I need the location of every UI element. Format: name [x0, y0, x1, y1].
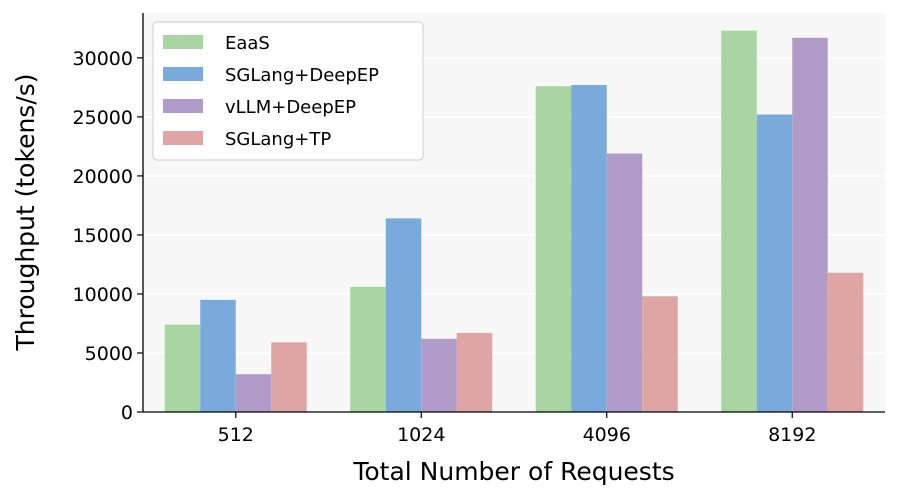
bar-vllm-deepep-1024: [421, 338, 457, 412]
bar-vllm-deepep-512: [235, 374, 272, 412]
legend-swatch: [163, 67, 203, 81]
legend-label: EaaS: [225, 33, 270, 54]
x-axis-label: Total Number of Requests: [352, 457, 674, 486]
bar-eaas-8192: [721, 30, 757, 413]
x-ticks: 512 1024 4096 8192: [218, 412, 816, 446]
bar-vllm-deepep-8192: [792, 37, 828, 412]
x-tick-label: 4096: [583, 424, 631, 446]
y-ticks: 0 5000 10000 15000 20000 25000 30000: [73, 48, 143, 424]
y-tick-label: 25000: [73, 107, 133, 129]
y-tick-label: 5000: [85, 343, 133, 365]
gridlines: [143, 57, 885, 354]
bar-sglang-deepep-1024: [385, 218, 422, 412]
bar-sglang-deepep-8192: [756, 114, 793, 412]
legend-label: SGLang+TP: [225, 129, 331, 150]
x-tick-label: 512: [218, 424, 254, 446]
y-tick-label: 30000: [73, 48, 133, 70]
legend-box: [152, 21, 424, 161]
y-axis-label: Throughput (tokens/s): [11, 73, 40, 351]
bar-eaas-1024: [350, 286, 386, 412]
bar-eaas-512: [164, 324, 201, 412]
bar-eaas-4096: [535, 86, 572, 413]
y-tick-label: 0: [121, 402, 133, 424]
legend-label: vLLM+DeepEP: [225, 97, 356, 118]
legend-swatch: [163, 35, 203, 49]
bar-sglang-deepep-4096: [571, 85, 607, 412]
bar-sglang-tp-512: [271, 342, 307, 412]
bar-sglang-deepep-512: [200, 299, 236, 412]
bar-vllm-deepep-4096: [606, 153, 643, 413]
legend-swatch: [163, 131, 203, 145]
legend-label: SGLang+DeepEP: [225, 65, 379, 86]
legend: EaaS SGLang+DeepEP vLLM+DeepEP SGLang+TP: [152, 21, 424, 161]
bar-sglang-tp-4096: [642, 296, 678, 412]
x-tick-label: 8192: [768, 424, 816, 446]
legend-swatch: [163, 99, 203, 113]
y-tick-label: 15000: [73, 225, 133, 247]
bar-sglang-tp-8192: [827, 272, 864, 412]
bar-sglang-tp-1024: [456, 332, 493, 412]
y-tick-label: 10000: [73, 284, 133, 306]
bars: [164, 30, 864, 413]
x-tick-label: 1024: [397, 424, 445, 446]
y-tick-label: 20000: [73, 166, 133, 188]
